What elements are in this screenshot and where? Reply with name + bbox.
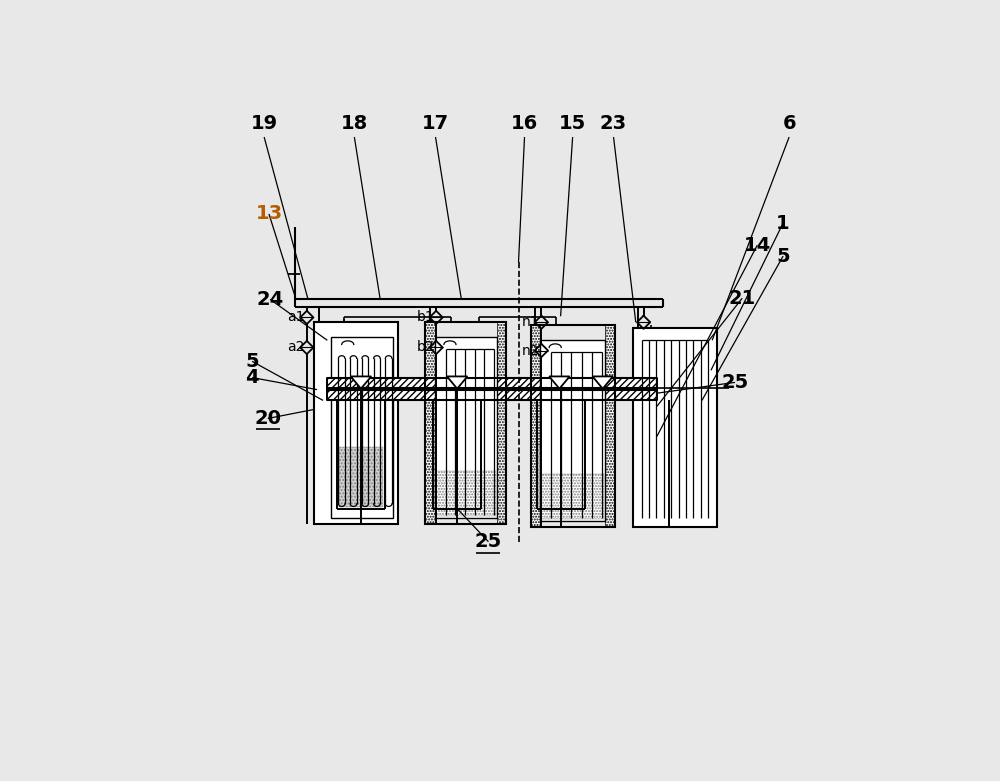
- Text: 16: 16: [511, 114, 538, 134]
- Polygon shape: [447, 376, 467, 389]
- Bar: [425, 323, 435, 524]
- Text: a1: a1: [287, 310, 305, 324]
- Text: 15: 15: [559, 114, 586, 134]
- Bar: [633, 328, 717, 526]
- Text: 23: 23: [600, 114, 627, 134]
- Text: 6: 6: [782, 114, 796, 134]
- Bar: [435, 337, 497, 518]
- Bar: [339, 448, 383, 507]
- Bar: [531, 325, 540, 526]
- Text: 5: 5: [776, 247, 790, 266]
- Text: 21: 21: [729, 289, 756, 308]
- Text: n1: n1: [522, 316, 539, 330]
- Text: 24: 24: [257, 290, 284, 309]
- Bar: [541, 474, 604, 519]
- Bar: [435, 448, 479, 507]
- Bar: [605, 325, 615, 526]
- Bar: [331, 337, 393, 518]
- Text: 17: 17: [422, 114, 449, 134]
- Bar: [327, 390, 657, 401]
- Text: a2: a2: [287, 341, 305, 355]
- Polygon shape: [592, 376, 613, 389]
- Text: 13: 13: [255, 205, 283, 223]
- Bar: [538, 448, 583, 507]
- Text: 25: 25: [721, 373, 749, 392]
- Text: 5: 5: [245, 351, 259, 371]
- Text: 25: 25: [475, 532, 502, 551]
- Text: n2: n2: [522, 344, 539, 358]
- Text: b1: b1: [416, 310, 434, 324]
- Bar: [540, 341, 605, 521]
- Text: 1: 1: [776, 213, 790, 233]
- Text: 19: 19: [251, 114, 278, 134]
- Text: 20: 20: [254, 409, 281, 428]
- Text: b2: b2: [416, 341, 434, 355]
- Text: 4: 4: [245, 368, 259, 387]
- Text: 14: 14: [744, 236, 771, 255]
- Bar: [314, 323, 398, 524]
- Polygon shape: [351, 376, 371, 389]
- Bar: [531, 325, 615, 526]
- Polygon shape: [549, 376, 570, 389]
- Bar: [436, 472, 496, 516]
- Bar: [327, 378, 657, 388]
- Text: 18: 18: [341, 114, 368, 134]
- Bar: [425, 323, 506, 524]
- Bar: [497, 323, 506, 524]
